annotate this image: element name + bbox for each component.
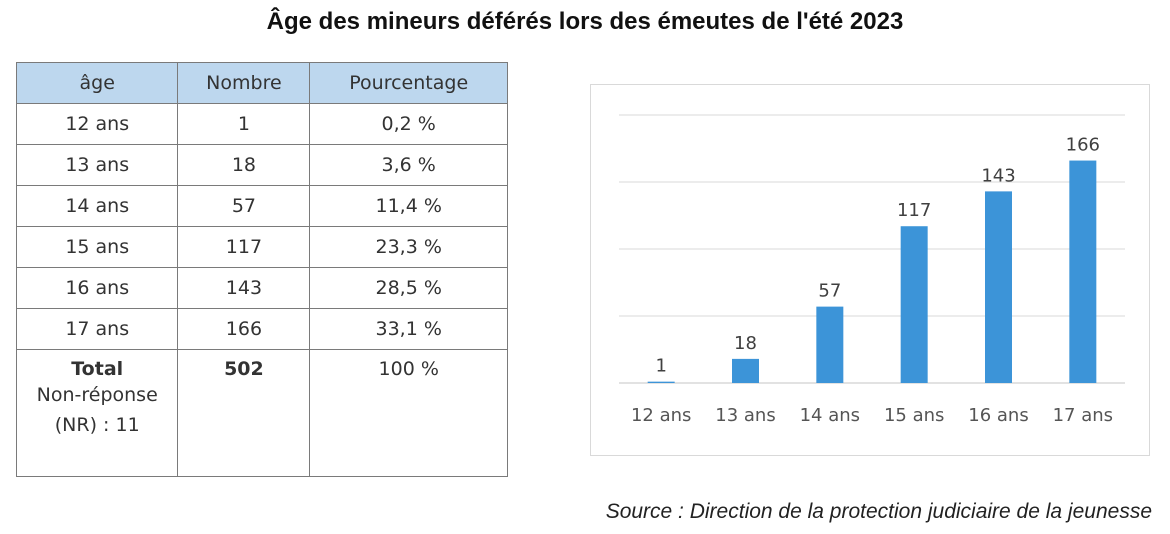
cell-age: 15 ans bbox=[15, 226, 179, 268]
total-cell: Total Non-réponse (NR) : 11 bbox=[15, 349, 179, 477]
cell-age: 13 ans bbox=[15, 144, 179, 186]
cell-percent: 23,3 % bbox=[309, 226, 508, 268]
cell-percent: 11,4 % bbox=[309, 185, 508, 227]
cell-age: 14 ans bbox=[15, 185, 179, 227]
x-tick-label: 14 ans bbox=[800, 405, 860, 426]
table-row: 12 ans 1 0,2 % bbox=[15, 103, 508, 145]
cell-percent: 3,6 % bbox=[309, 144, 508, 186]
chart-bar bbox=[732, 358, 759, 383]
cell-age: 17 ans bbox=[15, 308, 179, 350]
cell-number: 117 bbox=[177, 226, 311, 268]
table-row: 13 ans 18 3,6 % bbox=[15, 144, 508, 186]
nonresponse-count: (NR) : 11 bbox=[54, 414, 140, 436]
chart-bar bbox=[647, 381, 675, 383]
table-row: 17 ans 166 33,1 % bbox=[15, 308, 508, 350]
bar-data-label: 143 bbox=[981, 165, 1015, 186]
chart-bar bbox=[816, 306, 844, 383]
total-label: Total bbox=[71, 358, 124, 380]
cell-number: 57 bbox=[177, 185, 311, 227]
x-tick-label: 15 ans bbox=[884, 405, 944, 426]
bar-chart-svg: 1 12 ans 18 13 ans 57 14 ans 117 15 ans 143 16 an… bbox=[619, 114, 1125, 426]
cell-age: 16 ans bbox=[15, 267, 179, 309]
cell-number: 166 bbox=[177, 308, 311, 350]
chart-bar bbox=[1069, 160, 1097, 383]
cell-percent: 0,2 % bbox=[309, 103, 508, 145]
table-row: 14 ans 57 11,4 % bbox=[15, 185, 508, 227]
x-tick-label: 12 ans bbox=[631, 405, 691, 426]
page-title: Âge des mineurs déférés lors des émeutes… bbox=[266, 8, 904, 35]
x-tick-label: 17 ans bbox=[1053, 405, 1113, 426]
total-number-value: 502 bbox=[224, 358, 264, 380]
bar-data-label: 1 bbox=[655, 356, 666, 377]
table-header-row: âge Nombre Pourcentage bbox=[15, 62, 508, 104]
total-number: 502 bbox=[177, 349, 311, 477]
chart-bar bbox=[900, 226, 928, 383]
header-percentage: Pourcentage bbox=[309, 62, 508, 104]
bar-data-label: 166 bbox=[1066, 135, 1100, 156]
age-table: âge Nombre Pourcentage 12 ans 1 0,2 % 13… bbox=[15, 62, 508, 477]
cell-number: 1 bbox=[177, 103, 311, 145]
header-number: Nombre bbox=[177, 62, 311, 104]
chart-bar bbox=[985, 191, 1012, 383]
cell-number: 143 bbox=[177, 267, 311, 309]
cell-percent: 28,5 % bbox=[309, 267, 508, 309]
cell-age: 12 ans bbox=[15, 103, 179, 145]
nonresponse-label: Non-réponse bbox=[36, 384, 158, 406]
total-percent: 100 % bbox=[309, 349, 508, 477]
cell-percent: 33,1 % bbox=[309, 308, 508, 350]
bar-data-label: 117 bbox=[897, 200, 931, 221]
bar-data-label: 18 bbox=[734, 333, 757, 354]
bar-chart: 1 12 ans 18 13 ans 57 14 ans 117 15 ans 143 16 an… bbox=[590, 84, 1150, 456]
source-note: Source : Direction de la protection judi… bbox=[605, 500, 1152, 523]
header-age: âge bbox=[15, 62, 179, 104]
x-tick-label: 16 ans bbox=[968, 405, 1028, 426]
table-row: 15 ans 117 23,3 % bbox=[15, 226, 508, 268]
table-total-row: Total Non-réponse (NR) : 11 502 100 % bbox=[15, 349, 508, 477]
cell-number: 18 bbox=[177, 144, 311, 186]
x-tick-label: 13 ans bbox=[715, 405, 775, 426]
table-row: 16 ans 143 28,5 % bbox=[15, 267, 508, 309]
bar-data-label: 57 bbox=[818, 281, 841, 302]
